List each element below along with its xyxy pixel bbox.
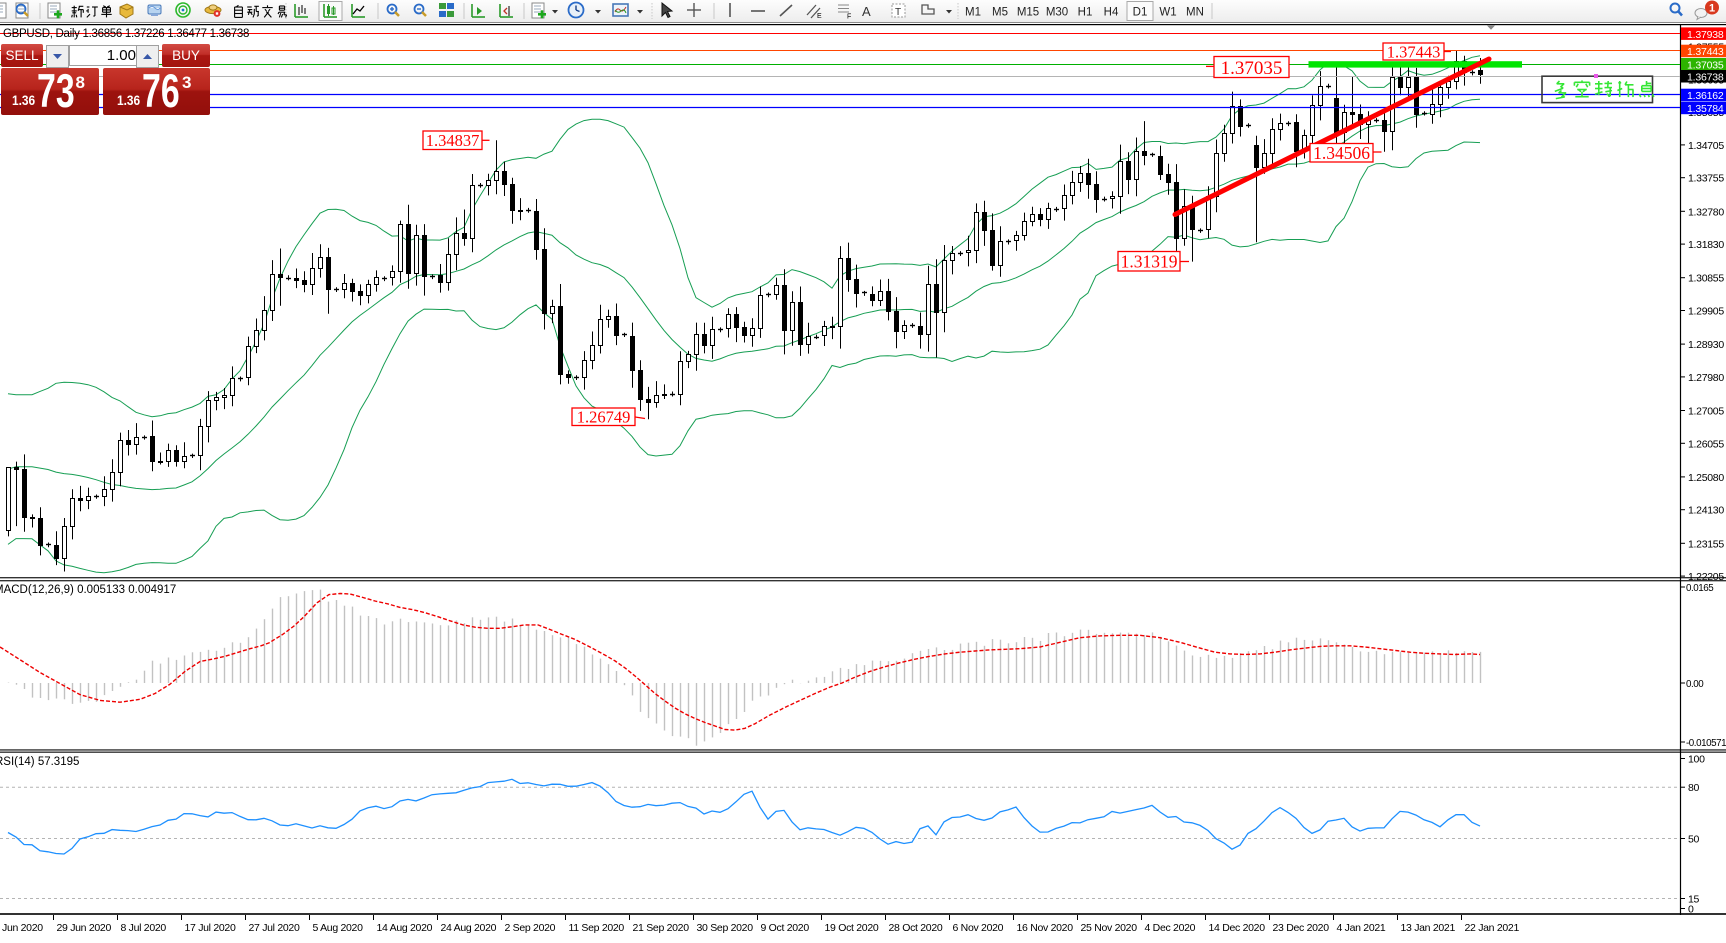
svg-text:9 Oct 2020: 9 Oct 2020 <box>761 922 810 934</box>
svg-text:H4: H4 <box>1104 7 1119 19</box>
svg-text:1.33755: 1.33755 <box>1688 173 1724 185</box>
svg-text:GBPUSD, Daily 1.36856 1.37226: GBPUSD, Daily 1.36856 1.37226 1.36477 1.… <box>3 28 249 40</box>
svg-text:8 Jul 2020: 8 Jul 2020 <box>121 922 167 934</box>
svg-text:14 Dec 2020: 14 Dec 2020 <box>1209 922 1266 934</box>
svg-text:24 Aug 2020: 24 Aug 2020 <box>441 922 497 934</box>
svg-text:17 Jul 2020: 17 Jul 2020 <box>185 922 236 934</box>
svg-text:14 Aug 2020: 14 Aug 2020 <box>377 922 433 934</box>
svg-text:1.26055: 1.26055 <box>1688 438 1724 450</box>
svg-text:MACD(12,26,9) 0.005133 0.00491: MACD(12,26,9) 0.005133 0.004917 <box>0 584 176 596</box>
svg-text:E: E <box>817 13 822 20</box>
svg-text:1.29905: 1.29905 <box>1688 306 1724 318</box>
svg-text:1.31830: 1.31830 <box>1688 239 1724 251</box>
svg-text:W1: W1 <box>1159 7 1176 19</box>
svg-text:15: 15 <box>1688 894 1700 906</box>
svg-text:M1: M1 <box>965 7 981 19</box>
svg-text:4 Dec 2020: 4 Dec 2020 <box>1145 922 1196 934</box>
svg-text:80: 80 <box>1688 782 1700 794</box>
svg-text:1.37443: 1.37443 <box>1687 46 1724 58</box>
svg-text:1.32780: 1.32780 <box>1688 206 1724 218</box>
svg-text:1.25080: 1.25080 <box>1688 472 1724 484</box>
svg-text:A: A <box>862 4 871 19</box>
svg-text:1.26749: 1.26749 <box>577 408 631 427</box>
svg-text:1: 1 <box>1709 3 1715 15</box>
svg-text:13 Jan 2021: 13 Jan 2021 <box>1401 922 1456 934</box>
svg-text:4 Jan 2021: 4 Jan 2021 <box>1337 922 1386 934</box>
svg-text:5 Aug 2020: 5 Aug 2020 <box>313 922 364 934</box>
svg-text:1.37035: 1.37035 <box>1221 58 1283 79</box>
svg-text:30 Sep 2020: 30 Sep 2020 <box>697 922 754 934</box>
svg-text:MN: MN <box>1186 7 1204 19</box>
svg-text:1.27005: 1.27005 <box>1688 406 1724 418</box>
svg-text:1.37035: 1.37035 <box>1687 59 1724 71</box>
svg-text:1.22205: 1.22205 <box>1688 571 1724 583</box>
svg-text:M15: M15 <box>1017 7 1039 19</box>
svg-text:28 Oct 2020: 28 Oct 2020 <box>889 922 943 934</box>
svg-text:1.24130: 1.24130 <box>1688 505 1724 517</box>
svg-text:1.28930: 1.28930 <box>1688 339 1724 351</box>
svg-text:1.35784: 1.35784 <box>1687 103 1724 115</box>
svg-text:-0.010571: -0.010571 <box>1686 738 1726 749</box>
svg-text:0: 0 <box>1688 904 1694 916</box>
svg-text:Jun 2020: Jun 2020 <box>2 922 43 934</box>
svg-text:19 Oct 2020: 19 Oct 2020 <box>825 922 879 934</box>
svg-text:1.34506: 1.34506 <box>1313 143 1370 163</box>
svg-text:1.34837: 1.34837 <box>426 131 480 150</box>
svg-text:1.31319: 1.31319 <box>1121 252 1178 272</box>
svg-text:1.27980: 1.27980 <box>1688 372 1724 384</box>
svg-text:1.34705: 1.34705 <box>1688 140 1724 152</box>
svg-text:21 Sep 2020: 21 Sep 2020 <box>633 922 690 934</box>
svg-text:23 Dec 2020: 23 Dec 2020 <box>1273 922 1330 934</box>
svg-text:100: 100 <box>1688 754 1705 766</box>
svg-text:1.30855: 1.30855 <box>1688 273 1724 285</box>
svg-text:2 Sep 2020: 2 Sep 2020 <box>505 922 556 934</box>
svg-text:1.37443: 1.37443 <box>1387 42 1441 61</box>
svg-text:F: F <box>847 14 851 21</box>
svg-text:1.23155: 1.23155 <box>1688 538 1724 550</box>
svg-text:D1: D1 <box>1133 7 1148 19</box>
svg-text:50: 50 <box>1688 834 1700 846</box>
svg-text:M5: M5 <box>992 7 1008 19</box>
svg-text:1.36162: 1.36162 <box>1687 90 1724 102</box>
svg-text:1.36738: 1.36738 <box>1687 71 1724 83</box>
svg-text:29 Jun 2020: 29 Jun 2020 <box>57 922 112 934</box>
svg-text:M30: M30 <box>1046 7 1068 19</box>
svg-text:T: T <box>895 7 901 18</box>
svg-text:16 Nov 2020: 16 Nov 2020 <box>1017 922 1074 934</box>
svg-text:RSI(14) 57.3195: RSI(14) 57.3195 <box>0 756 79 768</box>
svg-text:22 Jan 2021: 22 Jan 2021 <box>1465 922 1520 934</box>
svg-text:25 Nov 2020: 25 Nov 2020 <box>1081 922 1138 934</box>
svg-text:11 Sep 2020: 11 Sep 2020 <box>569 922 625 934</box>
svg-text:0.00: 0.00 <box>1686 679 1704 690</box>
svg-text:H1: H1 <box>1078 7 1093 19</box>
svg-text:0.0165: 0.0165 <box>1686 583 1714 594</box>
svg-text:27 Jul 2020: 27 Jul 2020 <box>249 922 300 934</box>
svg-text:1.37938: 1.37938 <box>1687 29 1724 41</box>
svg-text:6 Nov 2020: 6 Nov 2020 <box>953 922 1004 934</box>
